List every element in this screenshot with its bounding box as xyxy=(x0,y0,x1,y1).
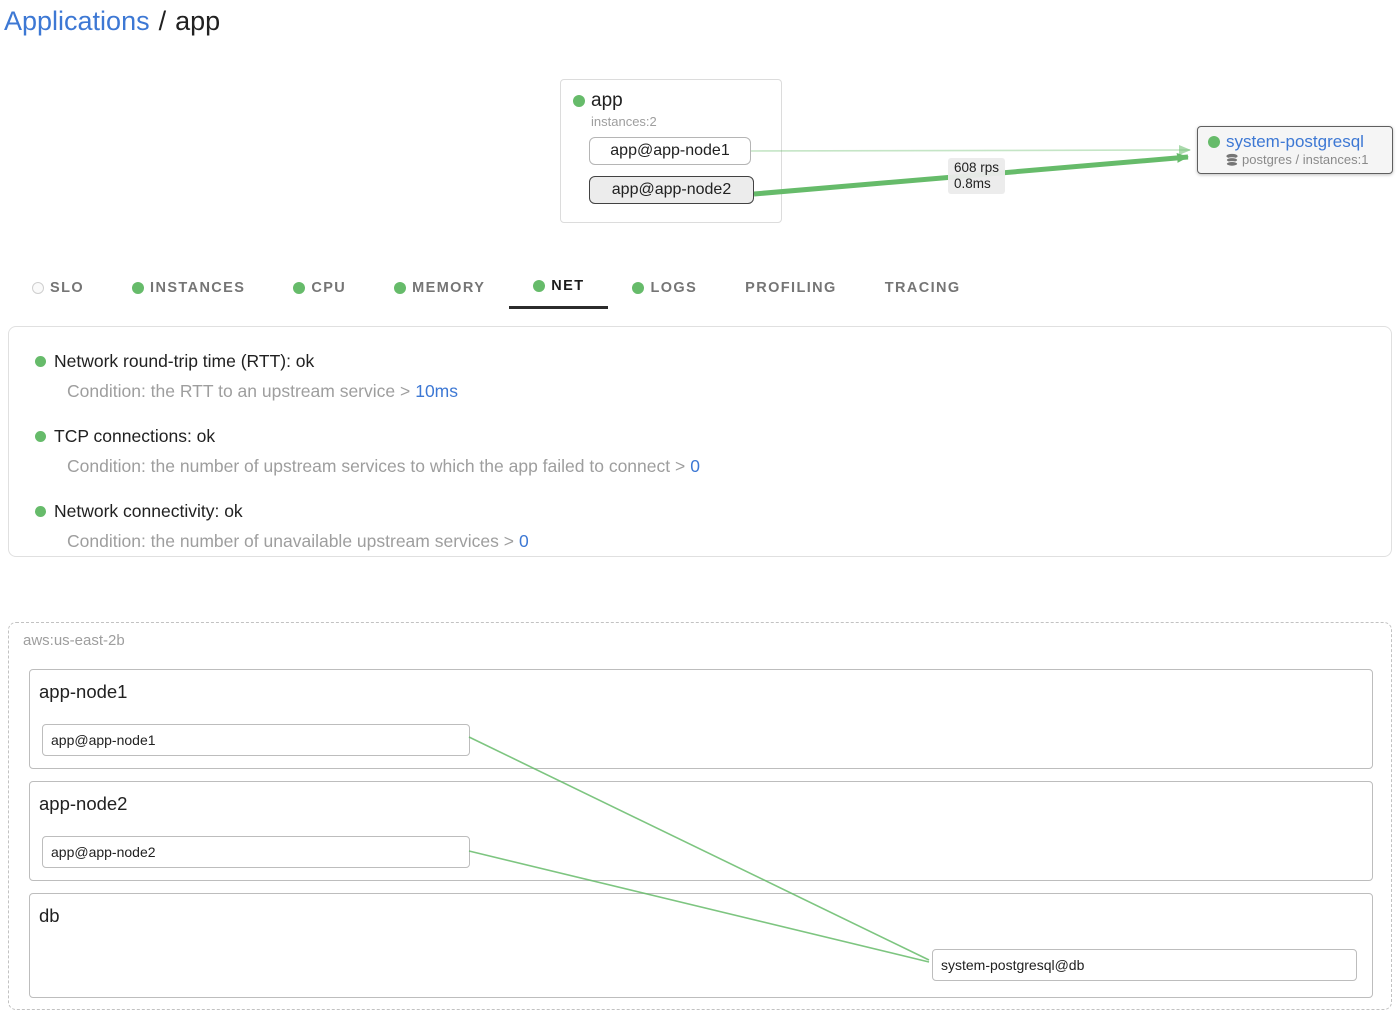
service-map-app-title[interactable]: app xyxy=(573,90,769,112)
node-box-app-node1: app-node1 app@app-node1 xyxy=(29,669,1373,769)
postgresql-subtitle: postgres / instances:1 xyxy=(1242,152,1369,167)
status-ok-icon xyxy=(573,95,585,107)
page-title: app xyxy=(175,6,221,36)
tab-instances[interactable]: INSTANCES xyxy=(108,266,269,309)
app-name: app xyxy=(591,90,623,111)
status-ok-icon xyxy=(132,281,145,294)
status-ok-icon xyxy=(632,281,645,294)
check-threshold-link[interactable]: 10ms xyxy=(415,381,459,401)
host-instance-chip-postgresql[interactable]: system-postgresql@db xyxy=(932,949,1357,981)
breadcrumb: Applications / app xyxy=(4,6,220,37)
check-condition-text: Condition: the RTT to an upstream servic… xyxy=(67,381,411,401)
host-instance-chip-app-node2[interactable]: app@app-node2 xyxy=(42,836,470,868)
status-ok-icon xyxy=(35,356,46,367)
check-title-text: Network round-trip time (RTT): ok xyxy=(54,351,315,371)
tab-label: LOGS xyxy=(650,279,698,296)
edge-latency: 0.8ms xyxy=(954,175,991,191)
status-ok-icon xyxy=(35,506,46,517)
service-map-postgresql-node: system-postgresql postgres / instances:1 xyxy=(1197,126,1393,174)
tab-cpu[interactable]: CPU xyxy=(269,266,370,309)
status-ok-icon xyxy=(293,281,306,294)
service-map-app-node: app instances:2 app@app-node1 app@app-no… xyxy=(560,79,782,223)
check-connectivity: Network connectivity: ok Condition: the … xyxy=(35,501,1365,552)
status-ok-icon xyxy=(35,431,46,442)
tab-label: PROFILING xyxy=(745,279,837,296)
host-instance-chip-app-node1[interactable]: app@app-node1 xyxy=(42,724,470,756)
tab-label: TRACING xyxy=(884,279,961,296)
instance-chip-app-node2[interactable]: app@app-node2 xyxy=(589,176,754,204)
tab-memory[interactable]: MEMORY xyxy=(370,266,509,309)
node-box-db: db system-postgresql@db xyxy=(29,893,1373,998)
zone-label: aws:us-east-2b xyxy=(23,632,125,649)
tab-net[interactable]: NET xyxy=(509,266,609,309)
node-name: app-node2 xyxy=(39,793,128,814)
edge-rps: 608 rps xyxy=(954,160,1000,175)
tab-tracing[interactable]: TRACING xyxy=(861,266,985,309)
app-instances-count: instances:2 xyxy=(591,114,657,129)
breadcrumb-separator: / xyxy=(158,6,167,36)
tab-slo[interactable]: SLO xyxy=(8,266,108,309)
tab-label: CPU xyxy=(311,279,347,296)
instance-chip-app-node1[interactable]: app@app-node1 xyxy=(589,137,751,165)
tab-bar: SLO INSTANCES CPU MEMORY NET LOGS PROFIL… xyxy=(8,266,985,309)
edge-stats-label: 608 rps 0.8ms xyxy=(948,158,1006,194)
breadcrumb-applications-link[interactable]: Applications xyxy=(4,6,150,36)
check-rtt: Network round-trip time (RTT): ok Condit… xyxy=(35,351,1365,402)
tab-label: SLO xyxy=(50,279,85,296)
check-condition-text: Condition: the number of upstream servic… xyxy=(67,456,686,476)
check-threshold-link[interactable]: 0 xyxy=(690,456,700,476)
check-condition-text: Condition: the number of unavailable ups… xyxy=(67,531,514,551)
database-icon xyxy=(1225,153,1239,167)
status-ok-icon xyxy=(533,280,546,292)
postgresql-link[interactable]: system-postgresql xyxy=(1226,132,1364,151)
status-unknown-icon xyxy=(32,281,44,294)
check-tcp-connections: TCP connections: ok Condition: the numbe… xyxy=(35,426,1365,477)
node-name: app-node1 xyxy=(39,681,128,702)
node-box-app-node2: app-node2 app@app-node2 xyxy=(29,781,1373,881)
node-name: db xyxy=(39,905,60,926)
check-threshold-link[interactable]: 0 xyxy=(519,531,529,551)
check-title-text: TCP connections: ok xyxy=(54,426,216,446)
check-title-text: Network connectivity: ok xyxy=(54,501,243,521)
tab-label: NET xyxy=(551,278,585,294)
tab-profiling[interactable]: PROFILING xyxy=(721,266,861,309)
tab-label: INSTANCES xyxy=(150,279,246,296)
tab-logs[interactable]: LOGS xyxy=(608,266,721,309)
status-ok-icon xyxy=(1208,136,1220,148)
net-checks-panel: Network round-trip time (RTT): ok Condit… xyxy=(8,326,1392,557)
tab-label: MEMORY xyxy=(412,279,486,296)
availability-zone-container: aws:us-east-2b app-node1 app@app-node1 a… xyxy=(8,622,1392,1010)
status-ok-icon xyxy=(394,281,407,294)
